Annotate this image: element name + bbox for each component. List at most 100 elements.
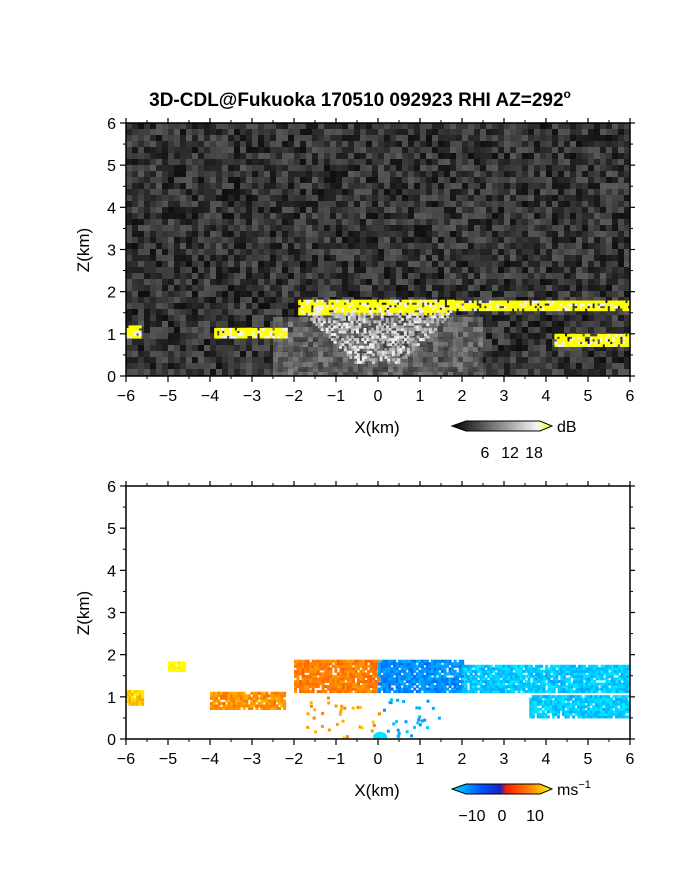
backscatter-noise-cell xyxy=(186,147,192,153)
backscatter-noise-cell xyxy=(444,255,450,261)
backscatter-noise-cell xyxy=(174,123,180,129)
backscatter-noise-cell xyxy=(126,297,132,303)
backscatter-noise-cell xyxy=(534,207,540,213)
backscatter-haze-cell xyxy=(418,331,423,337)
backscatter-noise-cell xyxy=(600,183,606,189)
backscatter-noise-cell xyxy=(132,339,138,345)
backscatter-cell xyxy=(612,343,616,347)
backscatter-cell xyxy=(131,335,135,339)
backscatter-noise-cell xyxy=(492,165,498,171)
backscatter-haze-cell xyxy=(303,341,308,347)
backscatter-cell xyxy=(308,299,312,303)
backscatter-noise-cell xyxy=(426,231,432,237)
backscatter-noise-cell xyxy=(576,255,582,261)
backscatter-cell xyxy=(574,300,578,304)
backscatter-noise-cell xyxy=(282,153,288,159)
backscatter-noise-cell xyxy=(180,225,186,231)
backscatter-noise-cell xyxy=(480,183,486,189)
backscatter-noise-cell xyxy=(126,159,132,165)
backscatter-noise-cell xyxy=(624,207,630,213)
backscatter-noise-cell xyxy=(390,207,396,213)
backscatter-haze-cell xyxy=(453,356,458,362)
backscatter-noise-cell xyxy=(474,297,480,303)
backscatter-noise-cell xyxy=(582,273,588,279)
backscatter-noise-cell xyxy=(186,297,192,303)
backscatter-cell xyxy=(619,305,623,309)
backscatter-noise-cell xyxy=(396,207,402,213)
backscatter-noise-cell xyxy=(132,183,138,189)
backscatter-noise-cell xyxy=(570,219,576,225)
backscatter-noise-cell xyxy=(270,153,276,159)
backscatter-noise-cell xyxy=(390,195,396,201)
backscatter-noise-cell xyxy=(246,183,252,189)
backscatter-noise-cell xyxy=(486,195,492,201)
backscatter-noise-cell xyxy=(234,213,240,219)
backscatter-noise-cell xyxy=(606,183,612,189)
backscatter-noise-cell xyxy=(204,285,210,291)
backscatter-noise-cell xyxy=(222,303,228,309)
backscatter-noise-cell xyxy=(384,135,390,141)
backscatter-noise-cell xyxy=(276,273,282,279)
backscatter-noise-cell xyxy=(558,285,564,291)
backscatter-noise-cell xyxy=(564,135,570,141)
backscatter-haze-cell xyxy=(393,326,398,332)
backscatter-noise-cell xyxy=(264,261,270,267)
backscatter-noise-cell xyxy=(156,267,162,273)
backscatter-haze-cell xyxy=(423,336,428,342)
backscatter-noise-cell xyxy=(258,129,264,135)
backscatter-noise-cell xyxy=(522,195,528,201)
backscatter-noise-cell xyxy=(456,285,462,291)
backscatter-noise-cell xyxy=(600,165,606,171)
backscatter-noise-cell xyxy=(468,177,474,183)
backscatter-noise-cell xyxy=(450,129,456,135)
backscatter-cell xyxy=(612,300,616,304)
backscatter-noise-cell xyxy=(138,297,144,303)
backscatter-noise-cell xyxy=(516,141,522,147)
backscatter-cell xyxy=(429,302,433,306)
backscatter-cell xyxy=(269,330,273,334)
backscatter-cell xyxy=(491,305,495,309)
backscatter-haze-cell xyxy=(358,361,363,367)
backscatter-noise-cell xyxy=(222,297,228,303)
backscatter-haze-cell xyxy=(418,351,423,357)
backscatter-noise-cell xyxy=(354,201,360,207)
backscatter-noise-cell xyxy=(606,171,612,177)
backscatter-cell xyxy=(504,300,508,304)
backscatter-noise-cell xyxy=(150,129,156,135)
backscatter-noise-cell xyxy=(594,231,600,237)
backscatter-noise-cell xyxy=(588,243,594,249)
backscatter-noise-cell xyxy=(294,309,300,315)
backscatter-noise-cell xyxy=(306,219,312,225)
backscatter-noise-cell xyxy=(144,267,150,273)
backscatter-cell xyxy=(449,302,453,306)
backscatter-cell xyxy=(214,327,218,331)
backscatter-noise-cell xyxy=(288,249,294,255)
backscatter-haze-cell xyxy=(423,341,428,347)
backscatter-noise-cell xyxy=(228,279,234,285)
backscatter-noise-cell xyxy=(288,303,294,309)
backscatter-haze-cell xyxy=(468,371,473,376)
backscatter-cell xyxy=(336,307,340,311)
backscatter-noise-cell xyxy=(534,351,540,357)
backscatter-noise-cell xyxy=(534,333,540,339)
backscatter-noise-cell xyxy=(252,249,258,255)
backscatter-noise-cell xyxy=(414,147,420,153)
backscatter-cell xyxy=(622,305,626,309)
backscatter-noise-cell xyxy=(558,243,564,249)
backscatter-cell xyxy=(136,327,140,331)
backscatter-cell xyxy=(607,300,611,304)
backscatter-cell xyxy=(614,303,618,307)
backscatter-cell xyxy=(354,360,358,364)
backscatter-noise-cell xyxy=(606,195,612,201)
backscatter-noise-cell xyxy=(588,183,594,189)
backscatter-noise-cell xyxy=(342,219,348,225)
backscatter-noise-cell xyxy=(426,273,432,279)
backscatter-noise-cell xyxy=(336,231,342,237)
backscatter-noise-cell xyxy=(180,213,186,219)
backscatter-noise-cell xyxy=(462,171,468,177)
backscatter-noise-cell xyxy=(600,123,606,129)
backscatter-cell xyxy=(582,336,586,340)
backscatter-cell xyxy=(305,302,309,306)
backscatter-noise-cell xyxy=(570,363,576,369)
